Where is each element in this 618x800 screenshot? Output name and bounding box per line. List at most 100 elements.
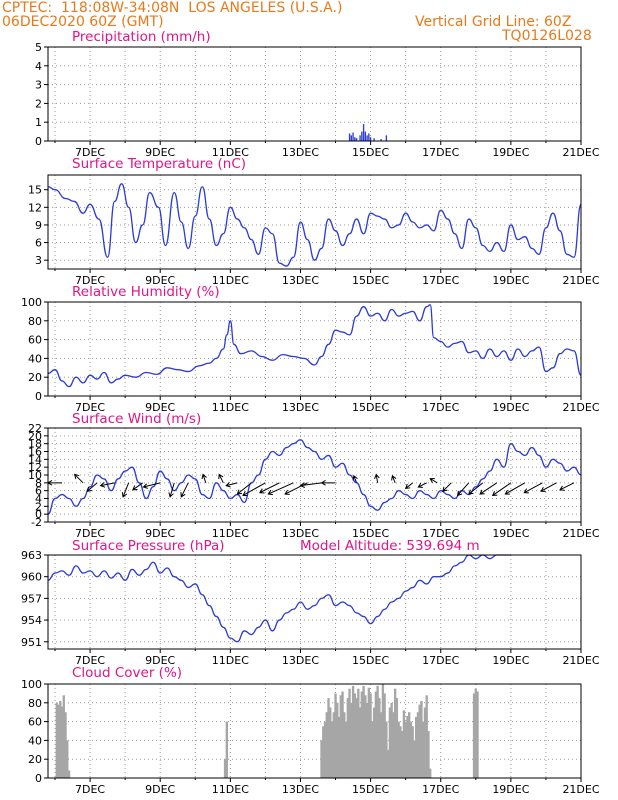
x-tick-label: 7DEC [75,401,105,414]
grid [48,302,581,396]
wind-arrow [258,482,280,494]
x-tick-label: 21DEC [562,783,599,796]
cloud-bar [348,688,351,778]
cloud-bar [323,721,327,778]
x-tick-label: 17DEC [422,146,459,159]
cloud-bar [365,702,369,778]
series-line [47,554,511,643]
cloud-bar [322,726,325,778]
y-tick-label: 6 [35,485,42,498]
cloud-bar [332,712,335,778]
cloud-bar [327,698,330,778]
y-tick-label: 20 [28,753,42,766]
grid [48,684,581,778]
precip-bar [352,132,354,141]
y-tick-label: 1 [35,116,42,129]
y-tick-label: 40 [28,352,42,365]
header-run-id: TQ0126L028 [502,28,592,44]
cloud-bar [423,707,427,778]
x-tick-label: 17DEC [422,274,459,287]
cloud-bar [337,716,341,778]
y-tick-label: 15 [28,184,42,197]
panel-frame [47,683,582,779]
y-tick-label: 16 [28,446,42,459]
x-tick-label: 13DEC [282,146,319,159]
panel-1: Precipitation (mm/h) 0 1 2 3 4 5 7DEC 9DEC 11DEC 1… [35,29,600,159]
cloud-bar [404,721,407,778]
wind-arrow [559,482,575,491]
cloud-bar [427,731,430,778]
y-tick-label: 963 [21,549,42,562]
wind-arrow [504,482,526,495]
wind-arrow [391,474,397,484]
panel-title: Cloud Cover (%) [72,665,182,681]
cloud-bar [425,695,428,778]
cloud-bar [413,740,416,778]
cloud-bar [225,721,229,778]
x-tick-label: 13DEC [282,527,319,540]
cloud-bar [344,721,348,778]
cloud-bar [330,721,334,778]
cloud-bar [55,702,58,778]
series-line [47,183,582,267]
x-tick-label: 9DEC [145,654,175,667]
x-tick-label: 11DEC [212,401,249,414]
cloud-bar [376,685,379,778]
y-tick-label: 60 [28,334,42,347]
y-tick-label: 80 [28,697,42,710]
y-tick-label: 957 [21,592,42,605]
model-altitude-label: Model Altitude: 539.694 m [300,538,480,554]
cloud-bar [372,707,376,778]
wind-arrow [142,482,161,489]
y-tick-label: 2 [35,97,42,110]
grid [48,175,581,269]
x-tick-label: 15DEC [352,654,389,667]
x-tick-label: 9DEC [145,274,175,287]
precip-bar [359,135,361,141]
y-tick-label: 10 [28,469,42,482]
x-tick-label: 15DEC [352,527,389,540]
y-tick-label: 9 [35,219,42,232]
wind-arrow [132,482,143,491]
precip-bar [362,124,365,141]
y-tick-label: 0 [35,135,42,148]
precip-bar [373,138,375,141]
precip-bar [380,139,382,141]
cloud-bar [353,693,357,778]
panel-title: Relative Humidity (%) [72,284,220,300]
y-tick-label: 12 [28,461,42,474]
x-tick-label: 11DEC [212,654,249,667]
wind-arrow [352,474,358,484]
cloud-bar [392,712,395,778]
grid [48,47,581,141]
y-tick-label: 12 [28,201,42,214]
cloud-bar [378,698,381,778]
x-tick-label: 21DEC [562,274,599,287]
cloud-bar [420,700,423,778]
wind-arrow [73,473,84,484]
panel-6: Cloud Cover (%) 0 20 40 60 80 100 7DEC 9DEC 11DEC… [21,665,600,796]
cloud-bar [341,691,344,778]
wind-arrow [225,481,238,488]
precip-bar [355,138,358,141]
x-tick-label: 21DEC [562,654,599,667]
panel-title: Surface Pressure (hPa) [72,538,225,554]
cloud-bar [369,693,372,778]
cloud-bar [383,693,386,778]
panel-frame [47,174,582,270]
cloud-bar [397,721,400,778]
cloud-bar [400,731,404,778]
wind-arrow [180,482,189,498]
cloud-bar [57,704,60,778]
cloud-bar [357,688,360,778]
y-tick-label: 18 [28,438,42,451]
wind-arrow [456,482,470,497]
cloud-bar [408,712,411,778]
y-tick-label: 20 [28,371,42,384]
x-tick-label: 19DEC [492,527,529,540]
cloud-bar [393,688,397,778]
y-tick-label: 954 [21,614,42,627]
panel-5: Surface Pressure (hPa) Model Altitude: 53… [21,538,600,667]
wind-arrow [429,478,438,484]
x-tick-label: 7DEC [75,783,105,796]
